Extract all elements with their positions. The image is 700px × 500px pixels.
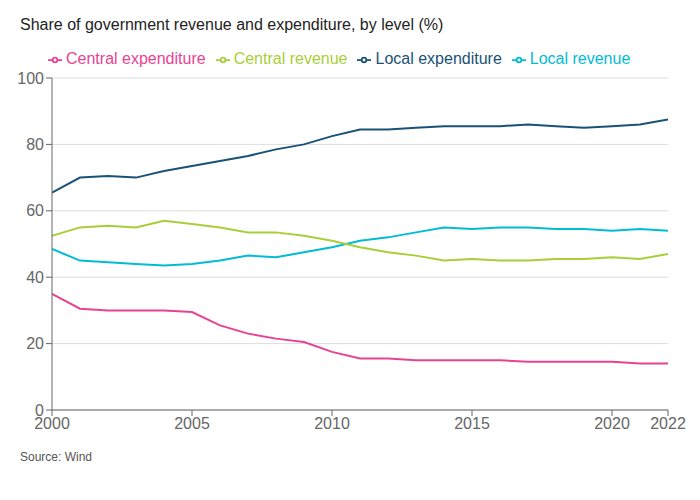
svg-text:100: 100: [17, 70, 44, 87]
svg-text:2010: 2010: [314, 415, 350, 432]
html-text:Central expenditure: Central expenditure: [66, 50, 206, 67]
svg-text:2015: 2015: [454, 415, 490, 432]
svg-text:2005: 2005: [174, 415, 210, 432]
svg-text:40: 40: [26, 269, 44, 286]
svg-text:2020: 2020: [594, 415, 630, 432]
html-text:Local expenditure: Local expenditure: [375, 50, 502, 67]
html-text:Local revenue: Local revenue: [529, 50, 631, 67]
svg-text:80: 80: [26, 136, 44, 153]
html-text:Share of government revenue an: Share of government revenue and expendit…: [20, 16, 444, 33]
svg-text:2000: 2000: [34, 415, 70, 433]
html-text:Source: Wind: Source: Wind: [20, 450, 92, 464]
svg-text:20: 20: [26, 335, 44, 352]
svg-text:60: 60: [26, 202, 44, 219]
svg-text:0: 0: [35, 402, 44, 419]
html-text:Central revenue: Central revenue: [233, 50, 348, 67]
svg-text:2022: 2022: [650, 415, 686, 432]
